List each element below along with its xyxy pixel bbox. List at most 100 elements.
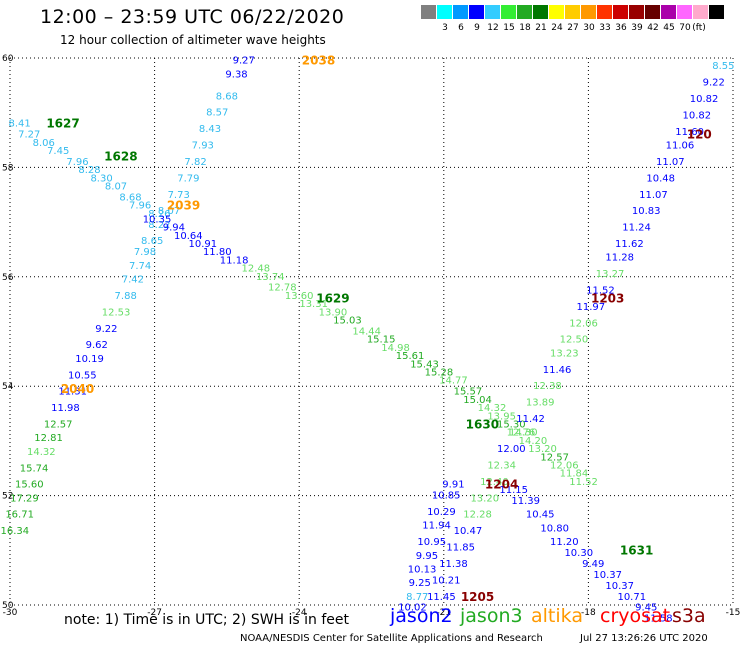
- wave-height-label: 10.47: [454, 526, 483, 537]
- wave-height-label: 7.27: [18, 130, 40, 141]
- wave-height-label: 13.60: [285, 291, 314, 302]
- wave-height-label: 10.30: [564, 548, 593, 559]
- wave-height-label: 10.02: [398, 603, 427, 614]
- wave-height-label: 11.07: [639, 190, 668, 201]
- wave-height-label: 8.22: [148, 220, 170, 231]
- wave-height-label: 11.94: [422, 521, 451, 532]
- footer-timestamp: Jul 27 13:26:26 UTC 2020: [580, 633, 708, 644]
- wave-height-label: 8.68: [216, 91, 238, 102]
- y-tick-label: 58: [2, 163, 14, 173]
- wave-height-label: 10.21: [432, 575, 461, 586]
- wave-height-label: 11.24: [622, 223, 651, 234]
- wave-height-label: 12.40: [480, 477, 509, 488]
- wave-height-label: 10.37: [593, 570, 622, 581]
- scale-swatch: [453, 5, 468, 19]
- scale-swatch: [421, 5, 436, 19]
- wave-height-label: 7.88: [115, 291, 137, 302]
- wave-height-label: 15.74: [20, 463, 49, 474]
- wave-height-label: 12.57: [540, 452, 569, 463]
- y-tick-label: 54: [2, 382, 14, 392]
- wave-height-label: 17.29: [10, 493, 39, 504]
- scale-label: 36: [615, 23, 627, 33]
- x-tick-label: -18: [581, 608, 596, 618]
- wave-height-label: 8.55: [712, 61, 734, 72]
- wave-height-label: 7.96: [66, 157, 88, 168]
- wave-height-label: 15.61: [396, 351, 425, 362]
- wave-height-label: 11.18: [220, 255, 249, 266]
- chart-subtitle: 12 hour collection of altimeter wave hei…: [60, 33, 326, 47]
- wave-height-label: 9.94: [163, 223, 185, 234]
- pass-time-label: 1631: [620, 543, 653, 557]
- scale-label: 9: [474, 23, 480, 33]
- footer-note: note: 1) Time is in UTC; 2) SWH is in fe…: [64, 612, 350, 628]
- wave-height-label: 8.41: [9, 119, 31, 130]
- pass-time-label: 2040: [61, 382, 94, 396]
- scale-label: 39: [631, 23, 643, 33]
- scale-label: 15: [503, 23, 515, 33]
- wave-height-label: 13.27: [596, 269, 625, 280]
- wave-height-label: 12.76: [507, 428, 536, 439]
- wave-height-label: 7.74: [129, 261, 151, 272]
- wave-height-label: 13.20: [470, 493, 499, 504]
- wave-height-label: 11.62: [615, 239, 644, 250]
- wave-height-label: 10.83: [632, 206, 661, 217]
- wave-height-label: 10.71: [617, 592, 646, 603]
- wave-height-label: 13.74: [256, 272, 285, 283]
- wave-height-label: 12.00: [497, 444, 526, 455]
- wave-height-label: 12.48: [241, 264, 270, 275]
- wave-height-label: 12.78: [268, 283, 297, 294]
- pass-time-label: 1203: [591, 292, 624, 306]
- wave-height-label: 11.42: [516, 414, 545, 425]
- wave-height-label: 11.98: [51, 403, 80, 414]
- wave-height-label: 7.42: [122, 275, 144, 286]
- wave-height-label: 15.15: [367, 335, 396, 346]
- wave-height-label: 16.71: [5, 510, 34, 521]
- wave-height-label: 7.96: [129, 201, 151, 212]
- wave-height-label: 10.91: [188, 239, 217, 250]
- scale-swatch: [549, 5, 564, 19]
- scale-swatch: [645, 5, 660, 19]
- wave-height-label: 10.19: [75, 354, 104, 365]
- scale-swatch: [661, 5, 676, 19]
- wave-height-label: 14.32: [27, 447, 56, 458]
- scale-label: (ft): [692, 23, 706, 33]
- wave-height-label: 9.22: [95, 324, 117, 335]
- wave-height-label: 13.95: [487, 411, 516, 422]
- wave-height-label: 10.64: [174, 231, 203, 242]
- wave-height-label: 10.37: [605, 581, 634, 592]
- scale-label: 24: [551, 23, 563, 33]
- scale-label: 3: [442, 23, 448, 33]
- wave-height-label: 9.49: [582, 559, 604, 570]
- x-tick-label: -30: [3, 608, 18, 618]
- wave-height-label: 9.62: [86, 340, 108, 351]
- wave-height-label: 8.28: [78, 165, 100, 176]
- wave-height-label: 11.97: [576, 302, 605, 313]
- wave-height-label: 11.80: [203, 247, 232, 258]
- wave-height-label: 11.28: [605, 253, 634, 264]
- wave-height-label: 9.91: [442, 480, 464, 491]
- wave-height-label: 10.48: [646, 173, 675, 184]
- y-tick-label: 60: [2, 54, 14, 64]
- footer-credit: NOAA/NESDIS Center for Satellite Applica…: [240, 633, 543, 644]
- wave-height-label: 10.80: [540, 523, 569, 534]
- scale-swatch: [709, 5, 724, 19]
- legend-jason2: jason2: [390, 605, 453, 627]
- wave-height-label: 11.52: [569, 477, 598, 488]
- scale-swatch: [485, 5, 500, 19]
- pass-time-label: 1630: [466, 417, 499, 431]
- wave-height-label: 12.81: [34, 433, 63, 444]
- pass-time-label: 1627: [46, 117, 79, 131]
- legend-jason3: jason3: [460, 605, 523, 627]
- wave-height-label: 9.38: [225, 69, 247, 80]
- wave-height-label: 15.04: [463, 395, 492, 406]
- wave-height-label: 7.93: [192, 141, 214, 152]
- wave-height-label: 8.65: [141, 236, 163, 247]
- scale-swatch: [677, 5, 692, 19]
- wave-height-label: 8.26: [148, 209, 170, 220]
- wave-height-label: 12.28: [463, 510, 492, 521]
- wave-height-label: 10.35: [143, 214, 172, 225]
- wave-height-label: 13.23: [550, 348, 579, 359]
- wave-height-label: 8.06: [33, 138, 55, 149]
- wave-height-label: 7.82: [184, 157, 206, 168]
- wave-height-label: 9.95: [416, 551, 438, 562]
